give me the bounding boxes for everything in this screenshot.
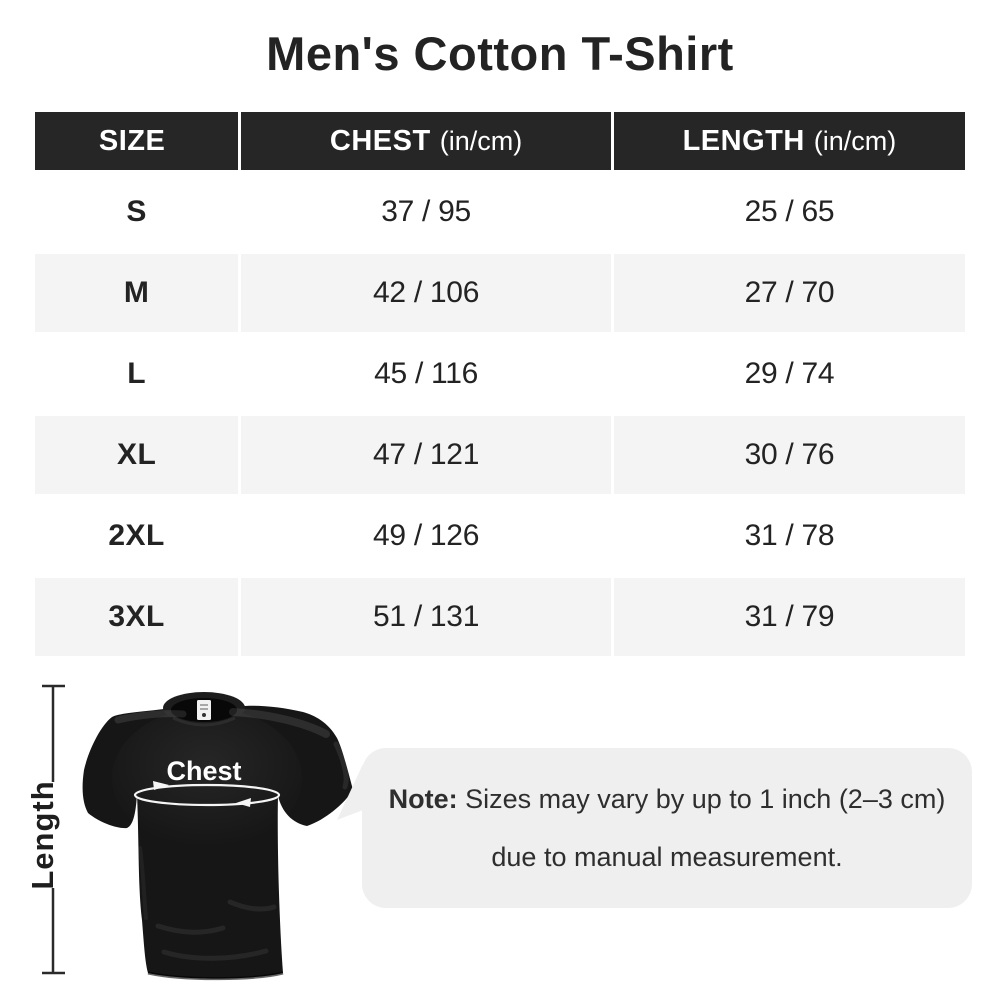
length-label: Length [25, 780, 60, 889]
table-row: 2XL 49 / 126 31 / 78 [35, 497, 965, 575]
chest-value: 51 / 131 [241, 578, 611, 656]
table-row: S 37 / 95 25 / 65 [35, 173, 965, 251]
length-value: 30 / 76 [613, 416, 965, 494]
table-row: L 45 / 116 29 / 74 [35, 335, 965, 413]
size-value: 2XL [35, 497, 239, 575]
length-value: 29 / 74 [613, 335, 965, 413]
tshirt-image [82, 692, 354, 981]
size-value: 3XL [35, 578, 239, 656]
brand-tag [197, 700, 211, 720]
column-label: CHEST [329, 124, 431, 157]
length-value: 31 / 79 [613, 578, 965, 656]
chest-value: 37 / 95 [241, 173, 611, 251]
length-dimension-line [42, 684, 65, 975]
column-header-size: SIZE [35, 112, 239, 170]
column-unit: (in/cm) [813, 125, 897, 156]
chest-value: 47 / 121 [241, 416, 611, 494]
bubble-tail [337, 764, 363, 820]
note-prefix: Note: [388, 783, 458, 814]
chest-value: 45 / 116 [241, 335, 611, 413]
size-chart-table: SIZE CHEST (in/cm) LENGTH (in/cm) S 37 / 9… [32, 109, 968, 659]
hem-shadow [147, 971, 284, 981]
chest-measure-ellipse [133, 781, 281, 807]
fabric-sheen [112, 708, 302, 848]
arrow-right-icon [153, 781, 169, 790]
arrow-left-icon [236, 798, 251, 807]
chest-value: 49 / 126 [241, 497, 611, 575]
fabric-wrinkles [114, 708, 349, 961]
table-row: M 42 / 106 27 / 70 [35, 254, 965, 332]
column-label: LENGTH [682, 124, 805, 157]
chest-value: 42 / 106 [241, 254, 611, 332]
column-header-length: LENGTH (in/cm) [613, 112, 965, 170]
note-line-2: due to manual measurement. [491, 841, 843, 872]
header-row: SIZE CHEST (in/cm) LENGTH (in/cm) [35, 112, 965, 170]
size-value: XL [35, 416, 239, 494]
length-value: 27 / 70 [613, 254, 965, 332]
note-bubble: Note: Sizes may vary by up to 1 inch (2–… [337, 748, 972, 908]
collar-rib [172, 716, 236, 727]
note-line-1: Note: Sizes may vary by up to 1 inch (2–… [388, 783, 946, 814]
column-unit: (in/cm) [439, 125, 523, 156]
size-value: L [35, 335, 239, 413]
page-title: Men's Cotton T-Shirt [266, 27, 734, 80]
table-row: XL 47 / 121 30 / 76 [35, 416, 965, 494]
table-row: 3XL 51 / 131 31 / 79 [35, 578, 965, 656]
column-header-chest: CHEST (in/cm) [241, 112, 611, 170]
size-value: M [35, 254, 239, 332]
tshirt-measurement-diagram: Length Chest [25, 684, 354, 981]
size-value: S [35, 173, 239, 251]
column-label: SIZE [98, 124, 166, 157]
length-value: 25 / 65 [613, 173, 965, 251]
chest-label: Chest [166, 756, 241, 786]
table-body: S 37 / 95 25 / 65 M 42 / 106 27 / 70 L 4… [35, 173, 965, 656]
note-text: Sizes may vary by up to 1 inch (2–3 cm) [457, 783, 946, 814]
length-value: 31 / 78 [613, 497, 965, 575]
table-header: SIZE CHEST (in/cm) LENGTH (in/cm) [35, 112, 965, 170]
